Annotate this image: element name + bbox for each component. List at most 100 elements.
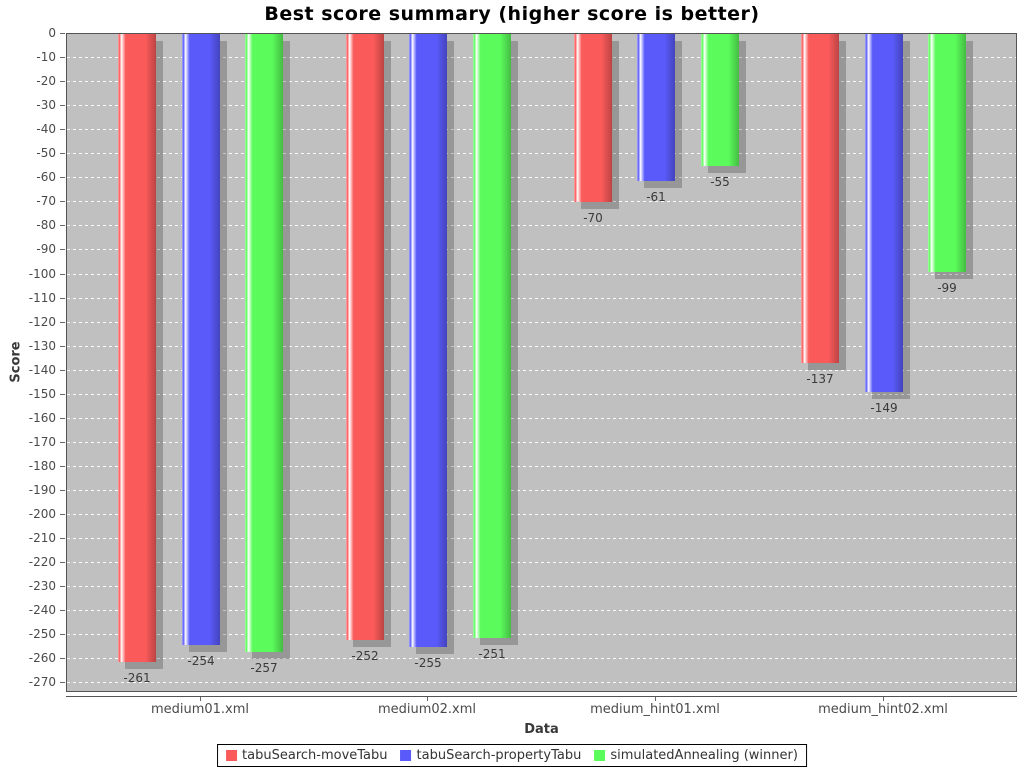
bar-simulatedannealing-winner--4 <box>928 34 966 272</box>
y-tick-label: -100 <box>28 267 56 281</box>
y-tick-mark <box>60 466 65 467</box>
gridline <box>67 442 1016 443</box>
bar-value-label: -149 <box>870 401 898 415</box>
y-tick-label: -60 <box>36 170 56 184</box>
bar-simulatedannealing-winner--3 <box>701 34 739 166</box>
y-tick-label: -130 <box>28 339 56 353</box>
y-tick-mark <box>60 225 65 226</box>
legend-swatch-icon <box>226 750 238 761</box>
gridline <box>67 346 1016 347</box>
y-tick-label: -140 <box>28 363 56 377</box>
x-axis-line <box>66 696 1017 697</box>
gridline <box>67 225 1016 226</box>
gridline <box>67 466 1016 467</box>
y-tick-mark <box>60 33 65 34</box>
y-tick-label: -50 <box>36 146 56 160</box>
bar-tabusearch-propertytabu-3 <box>637 34 675 181</box>
y-tick-label: -40 <box>36 122 56 136</box>
y-tick-mark <box>60 442 65 443</box>
x-axis-title: Data <box>524 722 559 737</box>
y-tick-mark <box>60 514 65 515</box>
gridline <box>67 610 1016 611</box>
y-tick-label: -160 <box>28 411 56 425</box>
y-tick-mark <box>60 249 65 250</box>
x-tick-mark <box>427 697 428 701</box>
legend: tabuSearch-moveTabu tabuSearch-propertyTa… <box>217 744 807 767</box>
bar-simulatedannealing-winner--1 <box>245 34 283 652</box>
gridline <box>67 105 1016 106</box>
gridline <box>67 153 1016 154</box>
gridline <box>67 514 1016 515</box>
x-tick-mark <box>200 697 201 701</box>
y-tick-label: -120 <box>28 315 56 329</box>
legend-item-1: tabuSearch-moveTabu <box>226 748 388 763</box>
y-tick-label: -220 <box>28 555 56 569</box>
y-tick-mark <box>60 538 65 539</box>
gridline <box>67 274 1016 275</box>
y-tick-label: -270 <box>28 675 56 689</box>
y-tick-mark <box>60 177 65 178</box>
y-tick-label: -170 <box>28 435 56 449</box>
y-tick-mark <box>60 658 65 659</box>
gridline <box>67 57 1016 58</box>
y-tick-mark <box>60 394 65 395</box>
y-tick-label: -210 <box>28 531 56 545</box>
legend-swatch-icon <box>400 750 412 761</box>
y-tick-mark <box>60 81 65 82</box>
legend-item-3: simulatedAnnealing (winner) <box>594 748 798 763</box>
y-tick-mark <box>60 153 65 154</box>
chart-title: Best score summary (higher score is bett… <box>264 3 760 25</box>
y-tick-mark <box>60 562 65 563</box>
y-tick-label: -30 <box>36 98 56 112</box>
gridline <box>67 201 1016 202</box>
y-tick-mark <box>60 490 65 491</box>
y-tick-label: -80 <box>36 218 56 232</box>
gridline <box>67 490 1016 491</box>
y-tick-mark <box>60 105 65 106</box>
x-category-label: medium02.xml <box>377 702 477 717</box>
x-category-label: medium_hint01.xml <box>590 702 720 717</box>
gridline <box>67 298 1016 299</box>
gridline <box>67 129 1016 130</box>
bar-value-label: -99 <box>937 281 957 295</box>
gridline <box>67 562 1016 563</box>
bar-tabusearch-propertytabu-4 <box>865 34 903 392</box>
y-tick-mark <box>60 682 65 683</box>
gridline <box>67 322 1016 323</box>
gridline <box>67 586 1016 587</box>
legend-item-label: tabuSearch-propertyTabu <box>416 748 582 763</box>
gridline <box>67 682 1016 683</box>
y-tick-label: 0 <box>48 26 56 40</box>
y-tick-mark <box>60 129 65 130</box>
bar-value-label: -55 <box>710 175 730 189</box>
y-tick-label: -180 <box>28 459 56 473</box>
gridline <box>67 81 1016 82</box>
bar-simulatedannealing-winner--2 <box>473 34 511 638</box>
x-category-label: medium_hint02.xml <box>818 702 948 717</box>
bar-value-label: -61 <box>646 190 666 204</box>
x-tick-mark <box>655 697 656 701</box>
legend-swatch-icon <box>594 750 606 761</box>
y-tick-label: -20 <box>36 74 56 88</box>
y-tick-mark <box>60 586 65 587</box>
bar-value-label: -261 <box>123 671 151 685</box>
y-tick-mark <box>60 201 65 202</box>
y-tick-mark <box>60 346 65 347</box>
y-tick-label: -230 <box>28 579 56 593</box>
y-tick-mark <box>60 610 65 611</box>
gridline <box>67 394 1016 395</box>
bar-tabusearch-movetabu-1 <box>118 34 156 662</box>
y-tick-label: -90 <box>36 242 56 256</box>
y-tick-label: -250 <box>28 627 56 641</box>
y-tick-label: -110 <box>28 291 56 305</box>
gridline <box>67 370 1016 371</box>
bar-tabusearch-movetabu-4 <box>801 34 839 363</box>
plot-area: -261 -252 -70 -137 -254 -255 -61 -149 -257 -251 -5… <box>66 33 1017 692</box>
bar-value-label: -137 <box>806 372 834 386</box>
gridline <box>67 658 1016 659</box>
gridline <box>67 538 1016 539</box>
bar-value-label: -251 <box>478 647 506 661</box>
x-category-label: medium01.xml <box>150 702 250 717</box>
bar-value-label: -70 <box>583 211 603 225</box>
